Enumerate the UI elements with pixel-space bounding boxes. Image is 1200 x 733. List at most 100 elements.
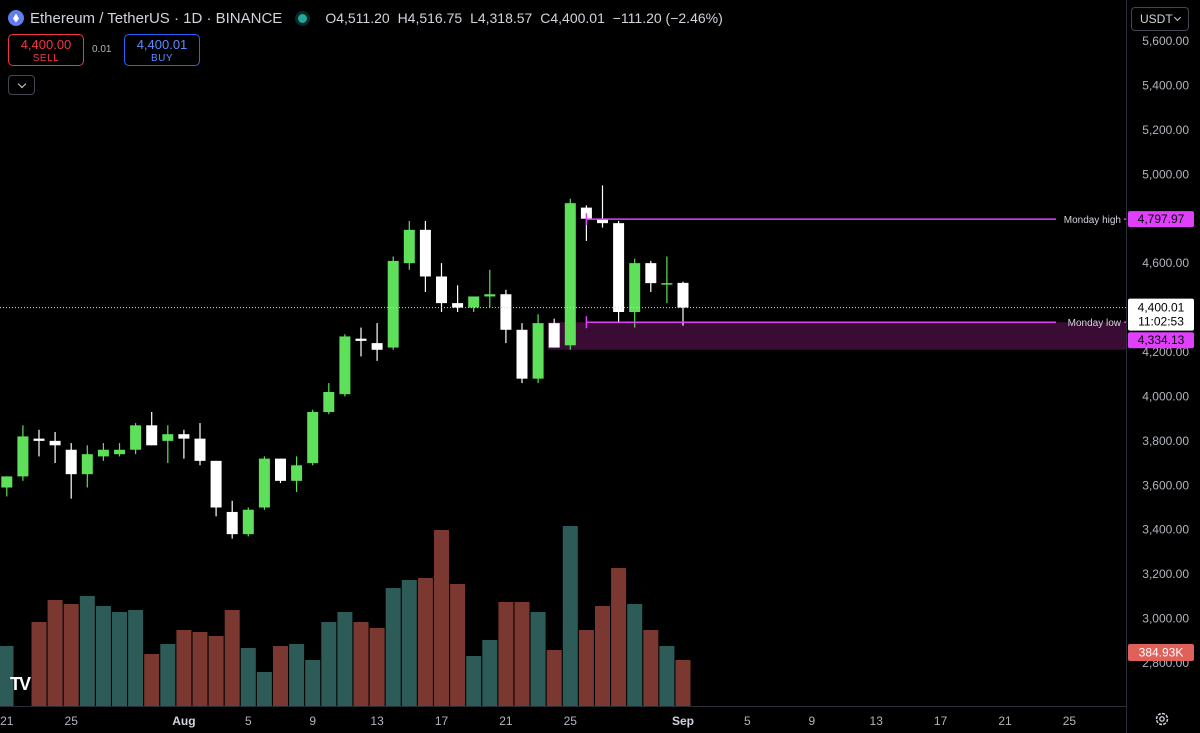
sell-button[interactable]: 4,400.00 SELL [8, 34, 84, 66]
symbol-title[interactable]: Ethereum / TetherUS · 1D · BINANCE [30, 9, 283, 27]
candle-body [484, 294, 496, 297]
level-lines: Monday high Monday low [0, 213, 1127, 329]
volume-bar [321, 622, 337, 706]
x-tick-label: 5 [245, 714, 252, 728]
level-name: Monday high [1064, 215, 1121, 226]
change-value: −111.20 (−2.46%) [612, 10, 723, 26]
x-tick-label: 21 [998, 714, 1012, 728]
x-tick-label: 21 [0, 714, 14, 728]
volume-bar [401, 580, 417, 706]
candle-body [500, 294, 512, 330]
open-value: O4,511.20 [325, 10, 390, 26]
y-tick-label: 5,000.00 [1142, 167, 1189, 181]
candle-body [548, 323, 560, 348]
candle-body [210, 460, 222, 508]
y-tick-label: 3,200.00 [1142, 567, 1189, 581]
volume-bar [659, 646, 675, 706]
monday-high-price-label: 4,797.97 [1138, 212, 1185, 226]
volume-bar [385, 588, 401, 706]
candle-body [532, 323, 544, 379]
candle-body [97, 449, 109, 457]
volume-bar [434, 530, 449, 706]
volume-bar [289, 644, 305, 706]
gear-icon[interactable] [1154, 711, 1170, 727]
candles [1, 185, 689, 539]
candle-body [629, 263, 641, 313]
y-tick-label: 5,600.00 [1142, 34, 1189, 48]
volume-bar [595, 606, 610, 706]
volume-bar [627, 604, 643, 706]
volume-bar [337, 612, 353, 706]
buy-button[interactable]: 4,400.01 BUY [124, 34, 200, 66]
volume-bar [578, 630, 594, 706]
y-tick-label: 3,600.00 [1142, 478, 1189, 492]
time-axis: 21 25 Aug 5 9 13 17 21 25 Sep 5 9 13 17 21 25 [0, 714, 1076, 728]
x-tick-label: 13 [370, 714, 384, 728]
candle-body [323, 391, 335, 412]
x-tick-label: 13 [870, 714, 884, 728]
y-tick-label: 3,000.00 [1142, 612, 1189, 626]
volume-value-label: 384.93K [1139, 646, 1184, 660]
volume-bar [417, 578, 433, 706]
ethereum-logo-icon [8, 10, 24, 26]
volume-value-label-bg [1128, 644, 1194, 661]
candle-body [436, 276, 447, 304]
y-tick-label: 5,200.00 [1142, 123, 1189, 137]
candle-body [114, 449, 125, 455]
volume-bar [675, 660, 691, 706]
candle-body [307, 411, 319, 464]
buy-label: BUY [150, 53, 174, 64]
currency-select[interactable]: USDT [1131, 7, 1189, 31]
candle-body [516, 329, 528, 379]
volume-bar [208, 636, 224, 706]
volume-bar [128, 610, 144, 706]
volume-bar [466, 656, 482, 706]
y-tick-label: 4,600.00 [1142, 256, 1189, 270]
monday-low-price-label-bg [1128, 332, 1194, 349]
x-tick-label: 9 [808, 714, 815, 728]
volume-bar [176, 630, 192, 706]
market-status-icon [298, 13, 308, 23]
collapse-chevron-icon[interactable] [8, 75, 35, 95]
volume-bar [530, 612, 546, 706]
x-tick-label: Sep [672, 714, 694, 728]
volume-bar [192, 632, 208, 706]
close-value: C4,400.01 [540, 10, 605, 26]
candle-body [194, 438, 206, 461]
countdown-label: 11:02:53 [1138, 315, 1184, 329]
candle-body [677, 282, 689, 308]
candle-body [597, 218, 608, 224]
candle-body [645, 263, 657, 284]
candle-body [49, 440, 61, 446]
x-tick-label: 25 [564, 714, 578, 728]
candle-body [564, 203, 576, 346]
x-tick-label: 5 [744, 714, 751, 728]
candle-body [65, 449, 77, 475]
volume-bar [31, 622, 47, 706]
ohlc-readout: O4,511.20 H4,516.75 L4,318.57 C4,400.01 … [325, 10, 726, 26]
volume-bar [482, 640, 498, 706]
candle-body [1, 476, 13, 488]
candle-body [613, 223, 625, 313]
buy-price: 4,400.01 [136, 37, 188, 52]
volume-bar [498, 602, 514, 706]
candle-body [355, 338, 367, 341]
y-tick-label: 4,200.00 [1142, 345, 1189, 359]
volume-bar [562, 526, 578, 706]
x-tick-label: 25 [1063, 714, 1077, 728]
candle-body [162, 434, 174, 441]
y-tick-label: 3,400.00 [1142, 523, 1189, 537]
volume-bar [240, 648, 256, 706]
candle-body [661, 283, 673, 285]
candle-body [130, 425, 142, 450]
candle-body [146, 425, 158, 446]
low-value: L4,318.57 [470, 10, 533, 26]
candle-body [258, 458, 270, 508]
monday-high-price-label-bg [1128, 211, 1194, 228]
candle-body [17, 436, 29, 477]
y-tick-label: 3,800.00 [1142, 434, 1189, 448]
monday-low-price-label: 4,334.13 [1138, 333, 1185, 347]
candle-body [178, 434, 190, 439]
